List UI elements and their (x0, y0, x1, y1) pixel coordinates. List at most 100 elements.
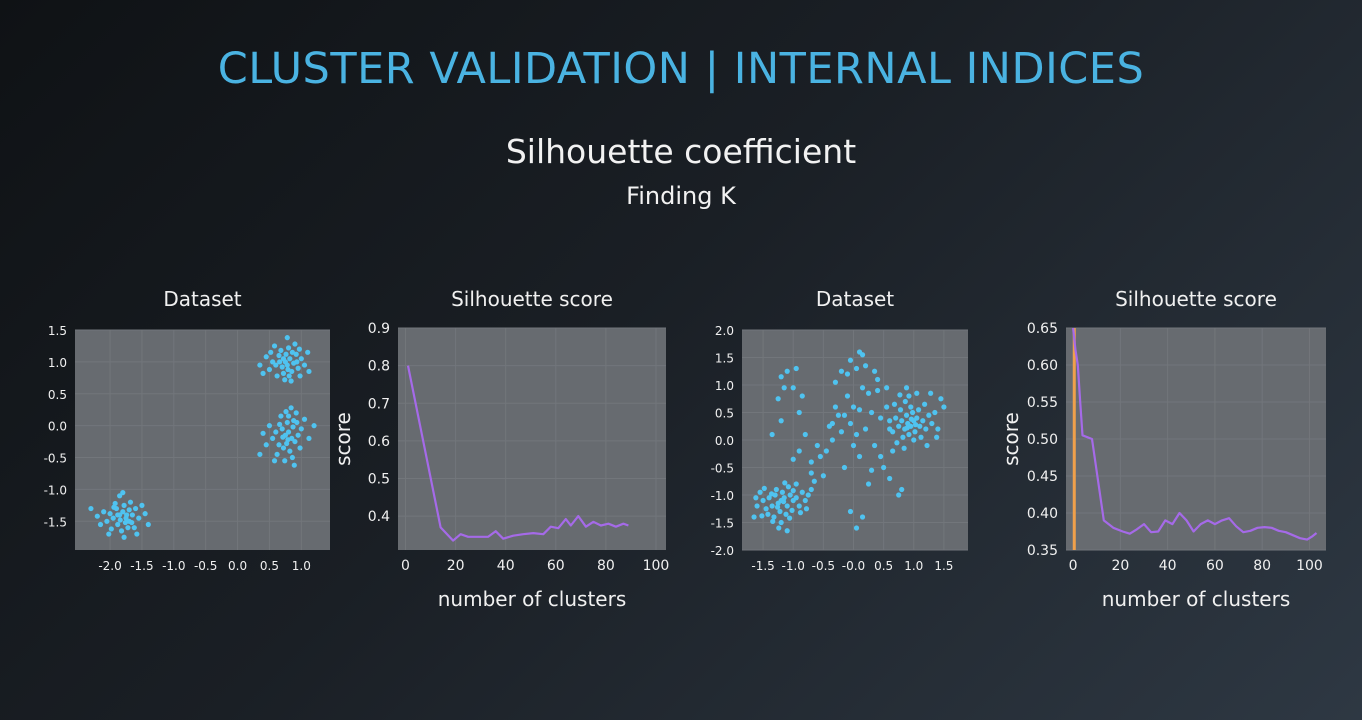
slide-title: CLUSTER VALIDATION | INTERNAL INDICES (217, 44, 1145, 94)
x-tick-label: 0.5 (260, 559, 279, 573)
y-tick-label: 0.7 (368, 396, 390, 412)
x-tick-label: 80 (597, 558, 615, 574)
data-point (274, 451, 280, 457)
data-point (856, 453, 863, 460)
data-point (820, 473, 826, 479)
data-point (270, 359, 276, 365)
data-point (766, 495, 772, 501)
data-point (753, 495, 759, 501)
data-point (847, 357, 854, 363)
data-point (769, 431, 775, 438)
data-point (778, 374, 784, 380)
data-point (775, 396, 781, 402)
data-point (780, 499, 787, 505)
data-point (847, 420, 854, 427)
data-point (110, 515, 116, 521)
data-point (802, 431, 808, 438)
data-point (793, 495, 799, 501)
data-point (97, 521, 104, 528)
y-tick-label: 0.4 (368, 509, 390, 525)
data-point (850, 442, 857, 449)
x-tick-label: -0.0 (842, 559, 865, 573)
data-point (115, 521, 121, 528)
data-point (273, 362, 279, 368)
data-point (900, 434, 906, 440)
data-point (912, 429, 918, 435)
y-tick-label: 0.60 (1027, 358, 1058, 374)
x-tick-label: 1.0 (904, 559, 923, 573)
data-point (790, 488, 796, 494)
data-point (793, 481, 799, 487)
data-point (853, 365, 860, 372)
data-point (783, 511, 789, 517)
data-point (88, 505, 94, 512)
data-point (306, 435, 312, 442)
x-tick-label: 40 (497, 558, 515, 574)
data-point (305, 349, 311, 355)
data-point (934, 434, 940, 440)
data-point (268, 349, 274, 355)
data-point (279, 426, 285, 432)
data-point (125, 525, 131, 531)
data-point (301, 362, 308, 368)
data-point (285, 345, 292, 351)
data-point (298, 356, 304, 362)
data-point (145, 521, 151, 528)
data-point (120, 509, 126, 515)
data-point (856, 407, 863, 413)
data-point (796, 409, 802, 416)
data-point (132, 505, 139, 512)
y-tick-label: 1.5 (715, 352, 734, 366)
y-tick-label: 1.0 (48, 356, 67, 370)
data-point (790, 456, 796, 462)
slide-subtitle: Silhouette coefficient (505, 132, 857, 171)
data-point (853, 431, 860, 438)
y-tick-label: 0.65 (1027, 321, 1058, 337)
data-point (817, 453, 823, 460)
data-point (808, 459, 814, 465)
x-tick-label: -0.5 (812, 559, 835, 573)
data-point (292, 438, 298, 445)
data-point (853, 525, 860, 531)
data-point (814, 442, 820, 449)
y-tick-label: 0.8 (368, 359, 390, 375)
data-point (289, 349, 295, 355)
data-point (917, 423, 923, 429)
data-point (878, 453, 884, 460)
data-point (868, 467, 875, 473)
data-point (106, 531, 112, 537)
data-point (893, 415, 899, 421)
data-point (295, 365, 301, 371)
data-point (847, 508, 854, 515)
series-line (1072, 327, 1318, 541)
data-point (760, 497, 766, 504)
y-tick-label: -1.0 (711, 489, 734, 503)
data-point (283, 351, 289, 357)
data-point (899, 486, 905, 493)
data-point (789, 507, 795, 513)
data-point (926, 412, 932, 418)
data-point (122, 519, 128, 526)
data-point (274, 373, 280, 379)
data-point (793, 365, 799, 372)
data-point (284, 419, 290, 426)
chart-title: Silhouette score (451, 287, 613, 311)
x-tick-label: 100 (1296, 558, 1323, 574)
data-point (935, 426, 941, 432)
data-point (263, 442, 269, 448)
data-point (278, 413, 284, 419)
data-point (285, 413, 292, 419)
data-point (865, 390, 872, 396)
data-point (104, 518, 110, 524)
y-tick-label: 0.50 (1027, 432, 1058, 448)
data-point (311, 423, 317, 429)
data-point (286, 373, 292, 379)
data-point (297, 373, 303, 379)
data-point (294, 419, 300, 426)
data-point (271, 343, 278, 349)
y-tick-label: 0.9 (368, 321, 390, 337)
data-point (280, 445, 287, 451)
data-point (938, 396, 944, 402)
data-point (805, 492, 811, 498)
data-point (832, 379, 839, 385)
